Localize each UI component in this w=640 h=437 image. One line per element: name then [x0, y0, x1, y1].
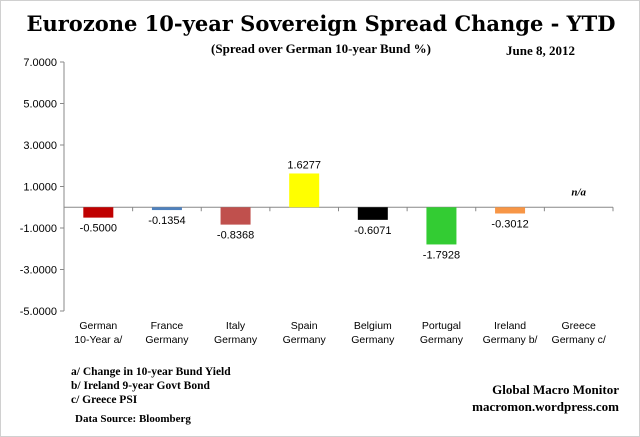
footnote-b: b/ Ireland 9-year Govt Bond: [71, 380, 210, 392]
bar: [83, 207, 114, 218]
data-label: n/a: [571, 186, 586, 198]
category-label: Germany: [214, 334, 258, 346]
category-label: Spain: [291, 320, 318, 332]
chart-subtitle: (Spread over German 10-year Bund %): [211, 41, 431, 56]
credit-name: Global Macro Monitor: [492, 382, 619, 397]
category-label: German: [79, 320, 117, 332]
category-label: 10-Year a/: [74, 334, 122, 346]
bar: [426, 207, 457, 245]
bar: [289, 173, 320, 208]
data-source: Data Source: Bloomberg: [75, 413, 191, 425]
category-label: Belgium: [354, 320, 392, 332]
category-label: France: [151, 320, 184, 332]
y-tick-label: -1.0000: [20, 223, 57, 235]
chart-date: June 8, 2012: [506, 43, 575, 58]
category-label: Germany: [145, 334, 189, 346]
credit: Global Macro Monitor macromon.wordpress.…: [472, 381, 619, 415]
bar: [495, 207, 526, 214]
footnote-a: a/ Change in 10-year Bund Yield: [71, 366, 231, 378]
category-label: Germany: [420, 334, 464, 346]
category-label: Germany: [351, 334, 395, 346]
category-label: Germany b/: [483, 334, 538, 346]
footnote-c: c/ Greece PSI: [71, 394, 138, 406]
footnotes: a/ Change in 10-year Bund Yield b/ Irela…: [71, 365, 231, 407]
data-label: -0.6071: [354, 225, 391, 237]
category-label: Italy: [226, 320, 246, 332]
data-label: 1.6277: [287, 159, 321, 171]
data-label: -0.3012: [491, 218, 528, 230]
bar: [357, 207, 388, 220]
data-label: -1.7928: [423, 249, 460, 261]
data-label: -0.1354: [148, 215, 185, 227]
y-tick-label: -5.0000: [20, 306, 57, 318]
y-tick-label: 1.0000: [23, 182, 57, 194]
data-label: -0.5000: [80, 223, 117, 235]
bar: [151, 207, 182, 211]
data-label: -0.8368: [217, 230, 254, 242]
category-label: Greece: [561, 320, 596, 332]
y-tick-label: 3.0000: [23, 140, 57, 152]
y-tick-label: 5.0000: [23, 99, 57, 111]
category-label: Portugal: [422, 320, 461, 332]
bar: [220, 207, 251, 225]
category-label: Germany: [283, 334, 327, 346]
category-label: Ireland: [494, 320, 526, 332]
y-tick-label: -3.0000: [20, 265, 57, 277]
category-label: Germany c/: [552, 334, 606, 346]
chart-title: Eurozone 10-year Sovereign Spread Change…: [26, 11, 616, 36]
credit-url: macromon.wordpress.com: [472, 399, 619, 414]
y-tick-label: 7.0000: [23, 57, 57, 69]
